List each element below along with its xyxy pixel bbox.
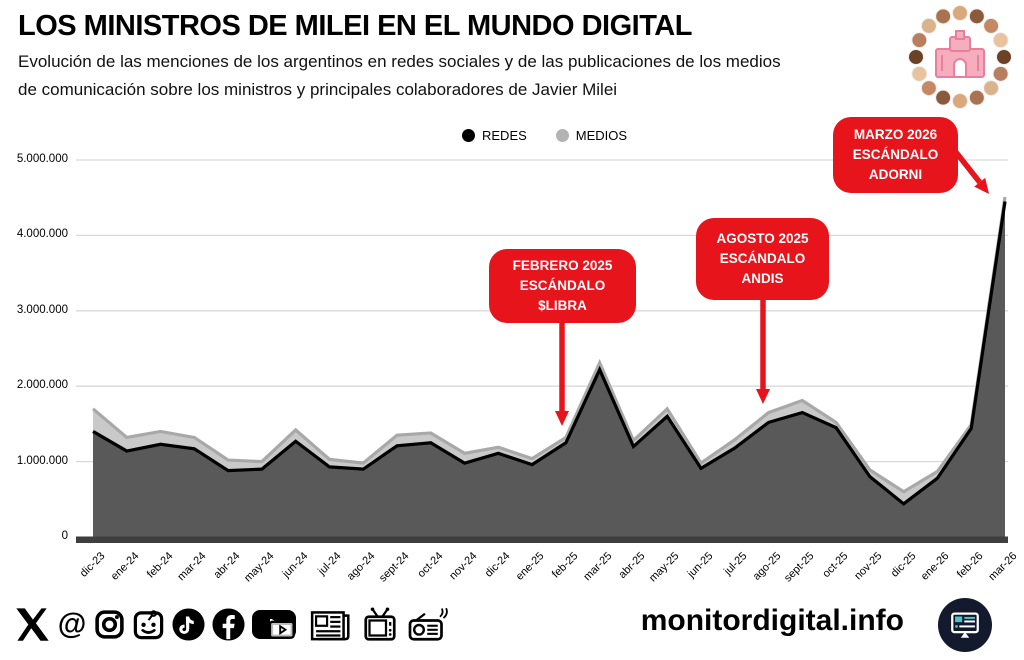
callout-escandalo-adorni: MARZO 2026 ESCÁNDALO ADORNI xyxy=(833,117,958,193)
face-avatar xyxy=(920,80,937,97)
callout-arrow-head xyxy=(974,177,989,194)
medios-line xyxy=(91,196,1007,494)
face-avatar xyxy=(911,32,928,49)
callout-arrow-head xyxy=(756,389,770,404)
face-avatar xyxy=(908,49,924,65)
face-avatar xyxy=(952,93,968,109)
redes-line xyxy=(92,201,1007,506)
media-icons-row xyxy=(262,606,449,644)
subtitle-line2: de comunicación sobre los ministros y pr… xyxy=(18,80,618,99)
legend-item-redes: REDES xyxy=(462,128,527,143)
medios-legend-dot-icon xyxy=(555,129,569,142)
face-avatar xyxy=(996,49,1012,65)
footer: @ xyxy=(0,598,1024,660)
redes-area xyxy=(93,201,1005,537)
face-avatar xyxy=(992,32,1009,49)
x-axis-line xyxy=(76,536,1008,543)
face-avatar xyxy=(920,17,937,34)
face-avatar xyxy=(968,8,985,25)
face-avatar xyxy=(983,80,1000,97)
chart-legend: REDES MEDIOS xyxy=(462,128,647,143)
tv-icon xyxy=(362,606,398,644)
face-avatar xyxy=(952,5,968,21)
radio-icon xyxy=(407,606,449,644)
site-name: monitordigital.info xyxy=(640,604,904,637)
face-avatar xyxy=(935,89,952,106)
face-avatar xyxy=(935,8,952,25)
newspaper-icon xyxy=(309,606,353,644)
tiktok-icon xyxy=(171,607,206,642)
y-tick-label: 2.000.000 xyxy=(16,379,68,392)
face-avatar xyxy=(968,89,985,106)
y-tick-label: 3.000.000 xyxy=(16,303,68,316)
y-tick-label: 4.000.000 xyxy=(16,228,68,241)
site-logo xyxy=(938,598,992,652)
facebook-icon xyxy=(211,607,246,642)
instagram-icon xyxy=(93,608,126,641)
casa-rosada-logo-graphic xyxy=(908,5,1012,109)
callout-escandalo-andis: AGOSTO 2025 ESCÁNDALO ANDIS xyxy=(696,218,829,300)
casa-rosada-building-icon xyxy=(935,30,985,78)
y-tick-label: 5.000.000 xyxy=(16,153,68,165)
casa-rosada-logo xyxy=(908,5,1012,109)
callout-arrow-head xyxy=(555,411,569,426)
redes-legend-dot-icon xyxy=(462,129,475,142)
subtitle-line1: Evolución de las menciones de los argent… xyxy=(18,52,781,71)
page-title: LOS MINISTROS DE MILEI EN EL MUNDO DIGIT… xyxy=(18,10,692,42)
monitor-screen-icon xyxy=(951,612,979,638)
y-tick-label: 1.000.000 xyxy=(16,454,68,467)
x-icon xyxy=(14,606,51,643)
threads-icon: @ xyxy=(56,609,88,641)
legend-label-medios: MEDIOS xyxy=(575,128,628,143)
callout-escandalo-libra: FEBRERO 2025 ESCÁNDALO $LIBRA xyxy=(489,249,636,323)
streaming-icon xyxy=(262,606,300,644)
legend-item-medios: MEDIOS xyxy=(555,128,628,143)
y-tick-label: 0 xyxy=(61,530,68,542)
face-avatar xyxy=(983,17,1000,34)
legend-label-redes: REDES xyxy=(482,128,527,143)
face-avatar xyxy=(992,65,1009,82)
face-avatar xyxy=(911,65,928,82)
svg-text:@: @ xyxy=(58,609,87,641)
reddit-icon xyxy=(131,607,166,642)
callout-arrow-line xyxy=(952,149,982,184)
